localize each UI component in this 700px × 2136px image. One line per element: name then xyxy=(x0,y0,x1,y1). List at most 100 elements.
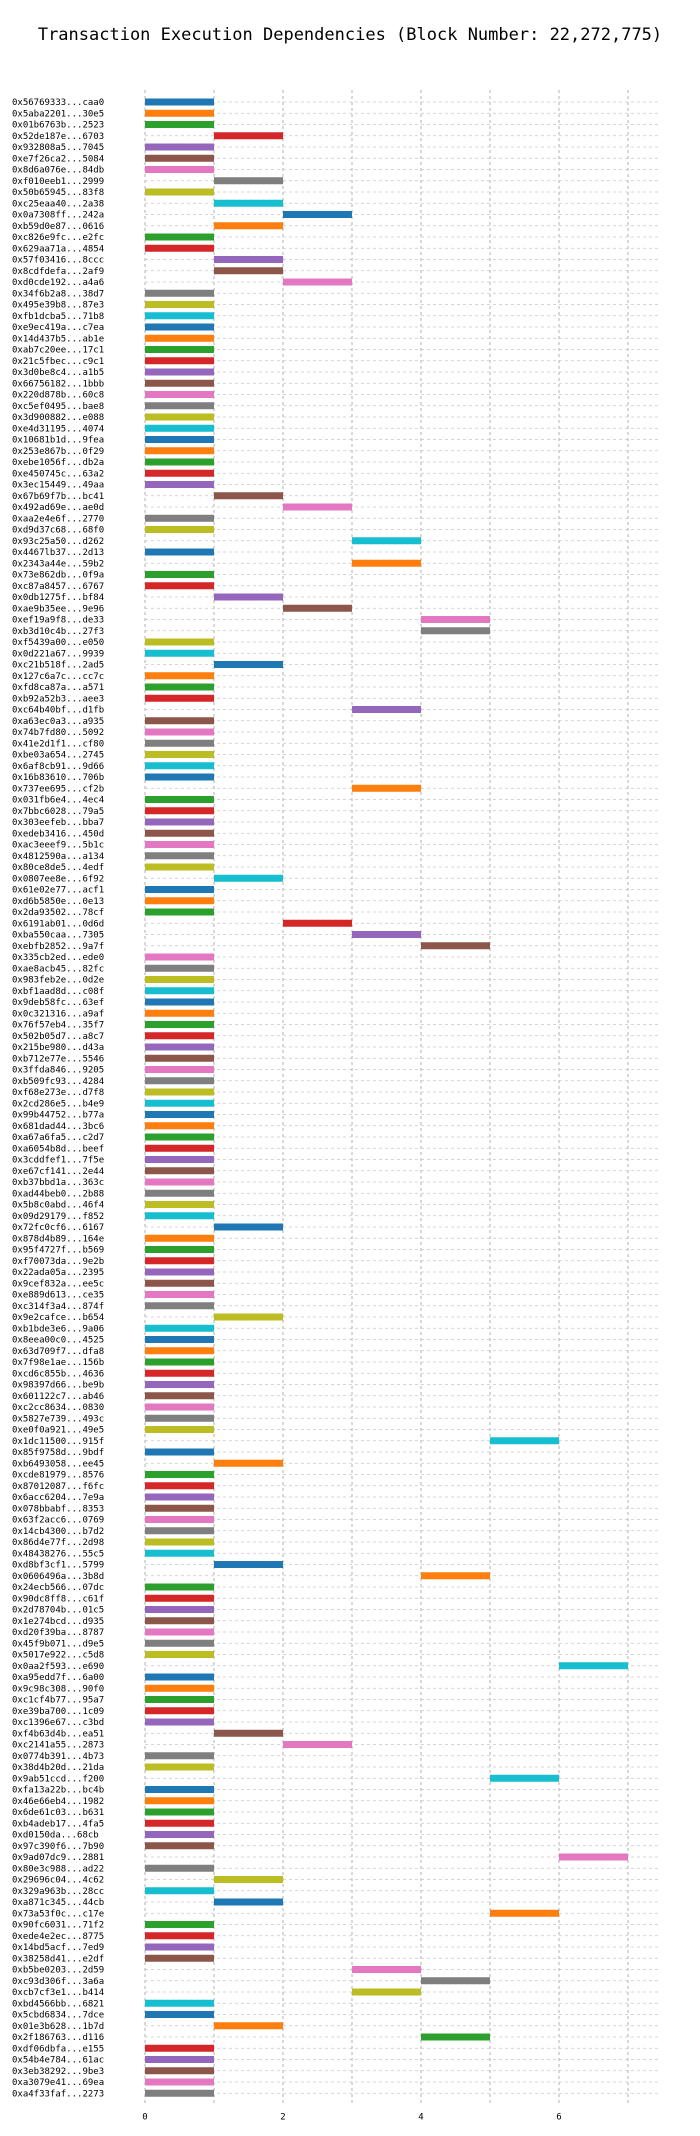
transaction-bar xyxy=(145,1549,214,1557)
transaction-hash-label: 0x45f9b071...d9e5 xyxy=(12,1639,104,1649)
transaction-hash-label: 0x601122c7...ab46 xyxy=(12,1392,104,1402)
transaction-bar xyxy=(145,897,214,905)
transaction-bar xyxy=(145,1426,214,1433)
transaction-hash-label: 0xe4d31195...4074 xyxy=(12,424,104,434)
transaction-hash-label: 0xebe1056f...db2a xyxy=(12,458,104,468)
transaction-hash-label: 0x72fc0cf6...6167 xyxy=(12,1223,104,1233)
transaction-hash-label: 0x29696c04...4c62 xyxy=(12,1876,104,1886)
transaction-hash-label: 0x0aa2f593...e690 xyxy=(12,1662,104,1672)
transaction-bar xyxy=(145,1167,214,1175)
transaction-hash-label: 0x0a7308ff...242a xyxy=(12,211,104,221)
transaction-hash-label: 0xae8acb45...82fc xyxy=(12,964,104,974)
transaction-bar xyxy=(145,2056,214,2063)
transaction-bar xyxy=(145,717,214,725)
transaction-bar xyxy=(145,334,214,342)
transaction-hash-label: 0x41e2d1f1...cf80 xyxy=(12,739,104,749)
transaction-hash-label: 0x932808a5...7045 xyxy=(12,143,104,153)
transaction-hash-label: 0x681dad44...3bc6 xyxy=(12,1122,104,1132)
transaction-bar xyxy=(145,649,214,657)
transaction-bar xyxy=(145,1842,214,1850)
transaction-hash-label: 0xa6054b8d...beef xyxy=(12,1144,104,1154)
transaction-hash-label: 0xb59d0e87...0616 xyxy=(12,222,104,232)
transaction-hash-label: 0x7f98e1ae...156b xyxy=(12,1358,104,1368)
transaction-bar xyxy=(145,1482,214,1490)
transaction-hash-label: 0x63d709f7...dfa8 xyxy=(12,1347,104,1357)
transaction-hash-label: 0x329a963b...28cc xyxy=(12,1887,104,1897)
transaction-bar xyxy=(145,886,214,893)
transaction-bar xyxy=(145,458,214,466)
transaction-bar xyxy=(145,1471,214,1478)
transaction-bar xyxy=(145,908,214,916)
transaction-bar xyxy=(145,1628,214,1636)
transaction-bar xyxy=(145,244,214,252)
transaction-bar xyxy=(145,391,214,398)
transaction-bar xyxy=(145,323,214,331)
transaction-bar xyxy=(145,683,214,691)
transaction-bar xyxy=(145,368,214,376)
transaction-bar xyxy=(145,1111,214,1118)
transaction-bar xyxy=(145,301,214,308)
transaction-bar xyxy=(145,2078,214,2086)
transaction-hash-label: 0x0606496a...3b8d xyxy=(12,1572,104,1582)
transaction-hash-label: 0x5aba2201...30e5 xyxy=(12,109,104,119)
transaction-bar xyxy=(352,706,421,713)
transaction-bar xyxy=(145,1234,214,1242)
transaction-hash-label: 0x303eefeb...bba7 xyxy=(12,818,104,828)
transaction-hash-label: 0xcde81979...8576 xyxy=(12,1471,104,1481)
transaction-bar xyxy=(145,1009,214,1017)
transaction-bar xyxy=(145,1684,214,1692)
transaction-bar xyxy=(145,526,214,533)
transaction-hash-label: 0x2d78704b...01c5 xyxy=(12,1606,104,1616)
transaction-bar xyxy=(145,1144,214,1152)
transaction-bar xyxy=(145,1257,214,1265)
transaction-hash-label: 0xfb1dcba5...71b8 xyxy=(12,312,104,322)
transaction-hash-label: 0x67b69f7b...bc41 xyxy=(12,492,104,502)
transaction-hash-label: 0xb92a52b3...aee3 xyxy=(12,694,104,704)
transaction-hash-label: 0x95f4727f...b569 xyxy=(12,1246,104,1256)
transaction-hash-label: 0xb712e77e...5546 xyxy=(12,1054,104,1064)
transaction-hash-label: 0xc2141a55...2873 xyxy=(12,1741,104,1751)
transaction-bar xyxy=(214,661,283,668)
transaction-hash-label: 0x2f186763...d116 xyxy=(12,2033,104,2043)
transaction-hash-label: 0x98397d66...be9b xyxy=(12,1381,104,1391)
transaction-bar xyxy=(214,199,283,207)
transaction-bar xyxy=(145,1594,214,1602)
transaction-hash-label: 0x80ce8de5...4edf xyxy=(12,863,104,873)
transaction-hash-label: 0x9c98c308...90f0 xyxy=(12,1684,104,1694)
transaction-bar xyxy=(145,1291,214,1298)
transaction-bar xyxy=(283,919,352,927)
transaction-hash-label: 0xae9b35ee...9e96 xyxy=(12,604,104,614)
transaction-bar xyxy=(145,1696,214,1703)
transaction-hash-label: 0x215be980...d43a xyxy=(12,1043,104,1053)
transaction-bar xyxy=(145,818,214,826)
transaction-bar xyxy=(145,312,214,320)
transaction-hash-label: 0x6af8cb91...9d66 xyxy=(12,762,104,772)
transaction-hash-label: 0x14cb4300...b7d2 xyxy=(12,1527,104,1537)
transaction-hash-label: 0xbd4566bb...6821 xyxy=(12,1999,104,2009)
transaction-bar xyxy=(145,233,214,241)
transaction-bar xyxy=(145,1189,214,1197)
transaction-hash-label: 0xd8bf3cf1...5799 xyxy=(12,1561,104,1571)
transaction-bar xyxy=(283,503,352,511)
transaction-hash-label: 0x1dc11500...915f xyxy=(12,1437,104,1447)
transaction-hash-label: 0x0c321316...a9af xyxy=(12,1009,104,1019)
transaction-hash-label: 0x61e02e77...acf1 xyxy=(12,886,104,896)
transaction-hash-label: 0xb4adeb17...4fa5 xyxy=(12,1819,104,1829)
transaction-bar xyxy=(421,616,490,623)
transaction-hash-label: 0xd0cde192...a4a6 xyxy=(12,278,104,288)
transaction-bar xyxy=(145,1617,214,1625)
transaction-bar xyxy=(145,143,214,151)
transaction-hash-label: 0x63f2acc6...0769 xyxy=(12,1516,104,1526)
transaction-bar xyxy=(283,1741,352,1748)
transaction-bar xyxy=(352,784,421,792)
transaction-bar xyxy=(145,379,214,387)
transaction-bar xyxy=(145,166,214,173)
transaction-hash-label: 0xc826e9fc...e2fc xyxy=(12,233,104,243)
transaction-bar xyxy=(145,1752,214,1760)
transaction-hash-label: 0x57f03416...8ccc xyxy=(12,256,104,266)
transaction-hash-label: 0x0807ee8e...6f92 xyxy=(12,874,104,884)
transaction-bar xyxy=(145,796,214,803)
transaction-bar xyxy=(145,1819,214,1827)
transaction-hash-label: 0x4812590a...a134 xyxy=(12,852,104,862)
